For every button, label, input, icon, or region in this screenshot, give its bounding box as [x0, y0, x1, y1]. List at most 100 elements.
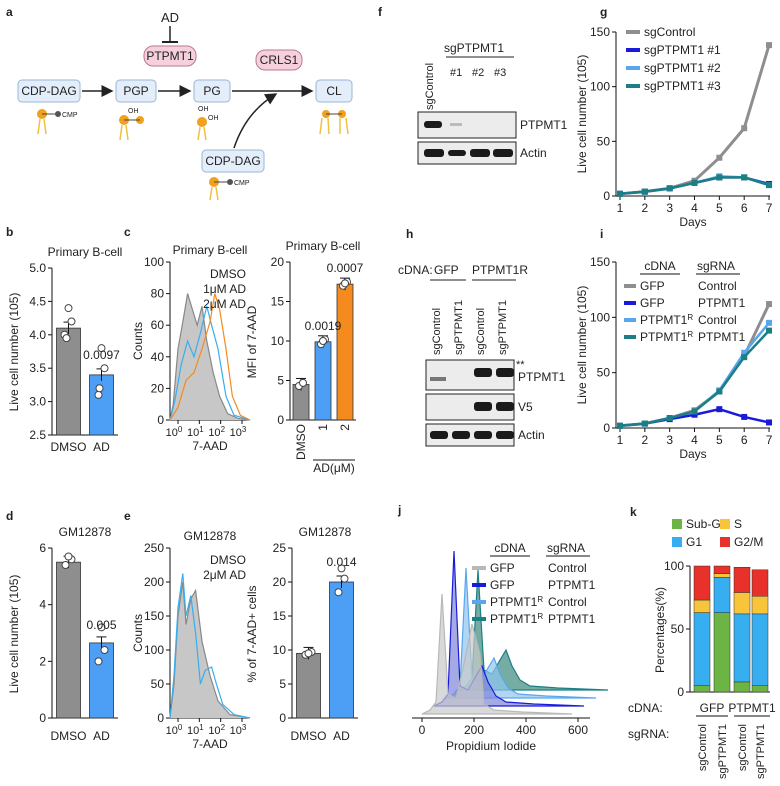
data-point: [94, 657, 103, 666]
panel-label-a: a: [6, 5, 13, 19]
panel-label-i: i: [600, 227, 603, 241]
arrow-icon: [233, 93, 278, 149]
cmp-label: CMP: [234, 180, 250, 187]
data-point: [100, 646, 109, 654]
oh-label: OH: [128, 108, 139, 115]
blot-band: [496, 431, 514, 439]
lipid-cmp-icon: CMP: [37, 109, 78, 135]
x-tick-label: 102: [208, 723, 225, 738]
blot-band: [474, 402, 492, 411]
data-point: [766, 319, 773, 326]
p-value: 0.0097: [83, 348, 120, 362]
blot-ptpmt1: [417, 111, 517, 139]
panel-label-j: j: [397, 503, 401, 517]
data-point: [64, 304, 73, 313]
stacked-bar-segment: [713, 573, 731, 578]
y-tick-label: 0: [279, 711, 286, 725]
lane-label: sgControl: [424, 63, 436, 110]
blot-band: [448, 150, 466, 156]
legend-label: sgPTPMT1 #1: [644, 43, 721, 57]
y-tick-label: 0: [677, 685, 684, 699]
node-pgp: [115, 79, 157, 103]
blot-band: [496, 402, 514, 411]
legend-label: sgControl: [644, 25, 695, 39]
node-cdp-dag-label: CDP-DAG: [21, 84, 76, 98]
y-axis-label: Live cell number (105): [575, 55, 589, 174]
y-axis-label: Percentages(%): [653, 587, 667, 673]
group-label: PTPMT1: [728, 701, 776, 715]
x-tick-label: 5: [716, 433, 723, 447]
stacked-bar-segment: [693, 599, 711, 613]
bar: [314, 341, 332, 421]
y-tick-label: 5: [279, 677, 286, 691]
stacked-bar-segment: [733, 592, 751, 615]
bar: [336, 283, 354, 421]
y-tick-label: 0: [603, 421, 610, 435]
legend-swatch: [672, 537, 682, 547]
data-point: [691, 408, 698, 415]
legend-label: PTPMT1R: [640, 313, 693, 328]
lane-label: sgPTPMT1: [453, 300, 465, 355]
data-point: [97, 623, 106, 632]
stacked-bar-segment: [733, 613, 751, 683]
blot-band: [424, 121, 442, 128]
x-tick-label: 1: [316, 424, 330, 431]
y-tick-label: 2.5: [29, 428, 46, 442]
y-tick-label: 15: [273, 609, 287, 623]
panel-label-k: k: [630, 505, 637, 519]
y-tick-label: 0: [603, 189, 610, 203]
y-tick-label: 50: [597, 134, 611, 148]
stacked-bar-segment: [713, 612, 731, 693]
x-tick-label: AD: [93, 729, 110, 743]
panel-j: j 0 200 400 600 Propidium Iodide cDNA sgRNA GFP…: [397, 503, 609, 753]
data-point: [641, 420, 648, 427]
x-tick-label: DMSO: [291, 729, 327, 743]
lipid-pg-icon: OH OH: [197, 106, 219, 141]
lane-label: #2: [472, 67, 484, 79]
data-point: [334, 588, 343, 597]
y-tick-label: 0: [157, 711, 164, 725]
data-point: [716, 388, 723, 395]
legend-header: sgRNA: [697, 259, 735, 273]
legend-label: sgPTPMT1 #3: [644, 79, 721, 93]
data-point: [741, 413, 748, 420]
blot-band: [496, 368, 514, 377]
blot-band: [430, 377, 446, 381]
cdna-group: PTPMT1R: [472, 263, 528, 277]
data-point: [741, 125, 748, 132]
bar: [89, 374, 114, 436]
panel-label-c: c: [124, 225, 131, 239]
legend-header: cDNA: [494, 541, 525, 555]
legend-label: Control: [698, 279, 737, 293]
enzyme-crls1: CRLS1: [260, 53, 299, 67]
x-tick-label: 600: [568, 723, 588, 737]
y-tick-label: 100: [590, 310, 610, 324]
blot-band: [470, 149, 490, 157]
histogram-curve: [169, 573, 251, 719]
panel-label-f: f: [378, 5, 383, 19]
blot-label-ptpmt1: PTPMT1: [520, 118, 568, 132]
y-tick-label: 15: [271, 295, 285, 309]
node-pgp-label: PGP: [123, 84, 148, 98]
row-label: cDNA:: [628, 701, 663, 715]
y-tick-label: 0: [277, 413, 284, 427]
histogram-curve: [169, 581, 251, 719]
lipid-pgp-icon: OH: [119, 108, 144, 141]
oh-label: OH: [198, 106, 209, 113]
lane-label: sgControl: [475, 308, 487, 355]
y-tick-label: 40: [151, 350, 165, 364]
blot-stars: **: [516, 359, 525, 371]
panel-a: a AD PTPMT1 CRLS1 CDP-DAG PGP PG CL CDP-…: [6, 5, 353, 201]
data-point: [741, 354, 748, 361]
stacked-bar-segment: [693, 565, 711, 601]
data-point: [67, 317, 76, 326]
x-tick-label: 400: [516, 723, 536, 737]
histogram-curve: [421, 593, 573, 715]
data-point: [304, 649, 313, 658]
stacked-bar-segment: [751, 685, 769, 693]
x-tick-label: 103: [230, 425, 247, 440]
node-cdp-dag-2: [201, 149, 265, 173]
legend-label: PTPMT1R: [490, 612, 543, 627]
legend-label: sgPTPMT1 #2: [644, 61, 721, 75]
x-tick-label: 3: [666, 201, 673, 215]
